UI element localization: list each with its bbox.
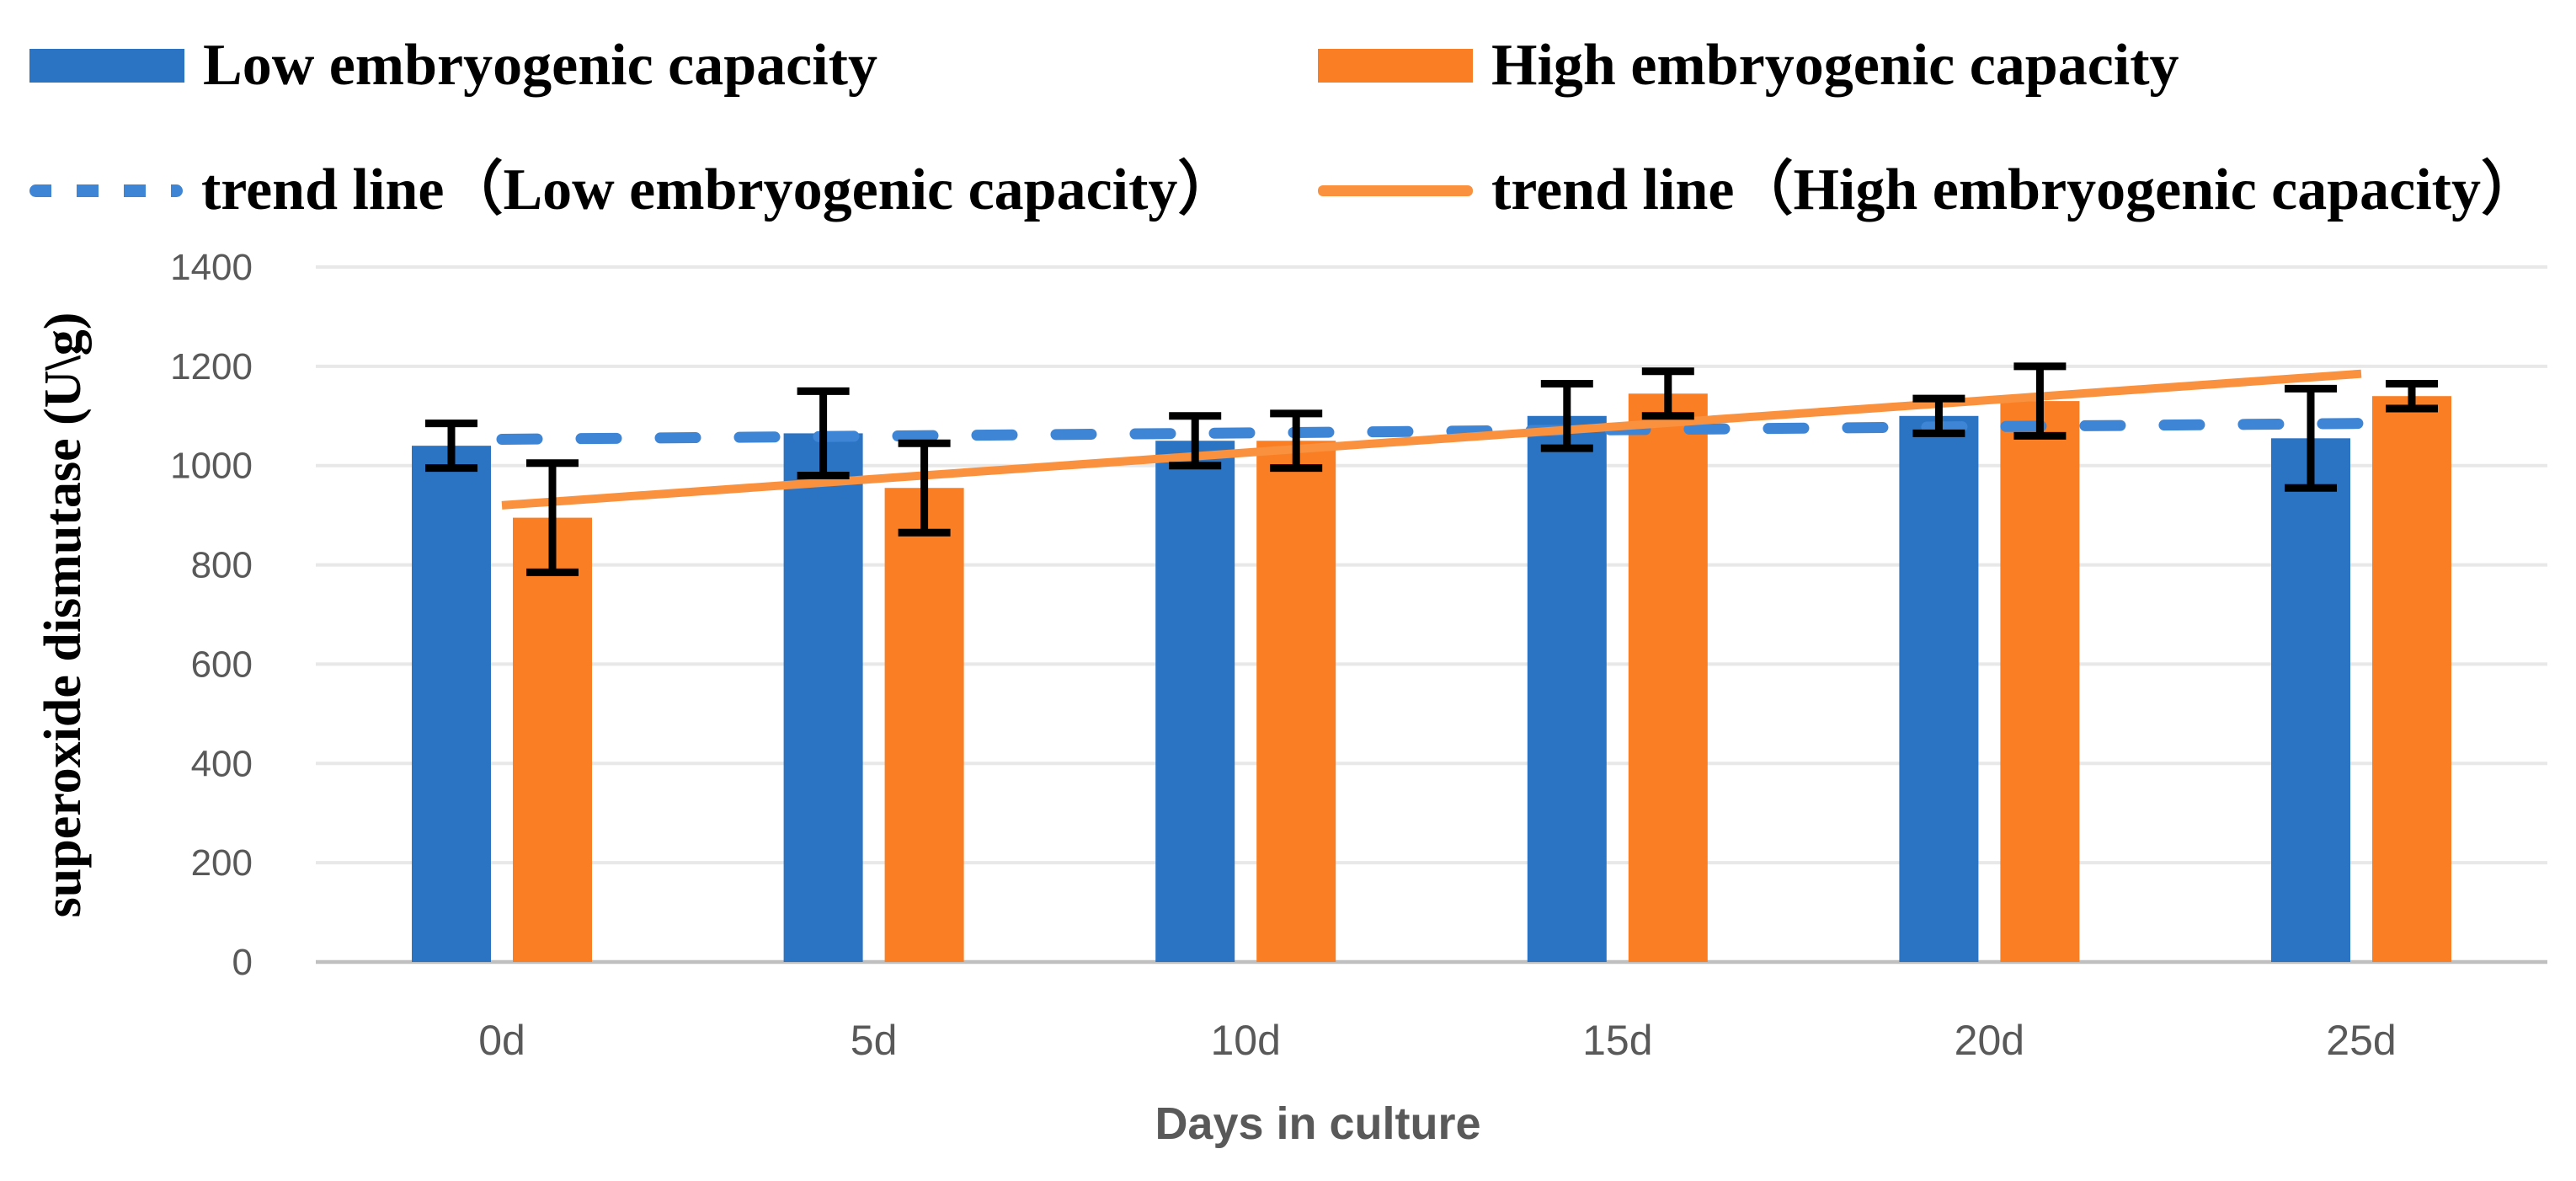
axis-labels-layer: 0 200 400 600 800 1000 1200 1400 0d 5d 10d 15d 20d 25… xyxy=(170,247,2397,1064)
bar-high-25d xyxy=(2372,396,2451,962)
bar-low-5d xyxy=(783,433,863,962)
legend-label-low: Low embryogenic capacity xyxy=(203,33,877,98)
x-tick-label: 25d xyxy=(2326,1017,2396,1064)
error-bar xyxy=(898,439,951,537)
legend-swatch-low xyxy=(29,49,184,83)
bar-high-0d xyxy=(513,517,592,962)
y-tick-label: 0 xyxy=(232,942,253,983)
legend-item-high: High embryogenic capacity xyxy=(1318,32,2179,99)
bar-high-20d xyxy=(2000,401,2080,962)
y-tick-label: 600 xyxy=(191,644,253,685)
legend-item-trend-low: trend line（Low embryogenic capacity） xyxy=(29,157,1236,224)
bar-low-25d xyxy=(2271,438,2350,962)
error-bar xyxy=(1169,412,1222,470)
legend-item-trend-high: trend line（High embryogenic capacity） xyxy=(1318,157,2540,224)
legend-item-low: Low embryogenic capacity xyxy=(29,32,877,99)
legend-label-high: High embryogenic capacity xyxy=(1491,33,2179,98)
error-bar xyxy=(1270,409,1323,473)
error-bar xyxy=(526,459,579,576)
gridlines-layer xyxy=(316,265,2547,965)
error-bar xyxy=(2013,362,2067,440)
x-tick-label: 0d xyxy=(478,1017,525,1064)
error-bar xyxy=(425,419,477,473)
error-bar xyxy=(797,387,850,479)
legend-label-trend-low: trend line（Low embryogenic capacity） xyxy=(201,158,1237,222)
error-bars-layer xyxy=(425,362,2438,576)
legend-swatch-high xyxy=(1318,49,1473,83)
y-axis-title: superoxide dismutase (U\g) xyxy=(35,313,92,918)
x-tick-label: 15d xyxy=(1582,1017,1652,1064)
error-bar xyxy=(2386,379,2438,413)
y-tick-label: 800 xyxy=(191,545,253,586)
y-tick-label: 200 xyxy=(191,842,253,884)
y-tick-label: 1400 xyxy=(170,247,253,288)
bar-high-5d xyxy=(884,488,964,962)
bar-high-15d xyxy=(1628,393,1708,963)
y-tick-label: 1000 xyxy=(170,446,253,487)
legend-solid-line-sample xyxy=(1318,184,1473,196)
error-bar xyxy=(2285,384,2337,492)
error-bar xyxy=(1912,394,1965,437)
legend-label-trend-high: trend line（High embryogenic capacity） xyxy=(1491,158,2540,222)
bar-low-15d xyxy=(1527,415,1607,962)
error-bar xyxy=(1540,379,1593,452)
trendlines-layer xyxy=(496,369,2367,510)
legend-dashed-line-sample xyxy=(29,184,183,197)
bar-high-10d xyxy=(1256,441,1336,962)
trendline-solid xyxy=(501,369,2362,510)
x-tick-label: 5d xyxy=(851,1017,898,1064)
bars-layer xyxy=(412,393,2451,963)
y-tick-label: 1200 xyxy=(170,346,253,387)
x-axis-title: Days in culture xyxy=(1155,1098,1480,1149)
bar-low-20d xyxy=(1899,415,1979,962)
y-tick-label: 400 xyxy=(191,743,253,784)
bar-low-0d xyxy=(412,446,491,962)
bar-low-10d xyxy=(1155,441,1235,962)
x-tick-label: 10d xyxy=(1210,1017,1280,1064)
error-bar xyxy=(1641,367,1694,420)
x-tick-label: 20d xyxy=(1955,1017,2024,1064)
